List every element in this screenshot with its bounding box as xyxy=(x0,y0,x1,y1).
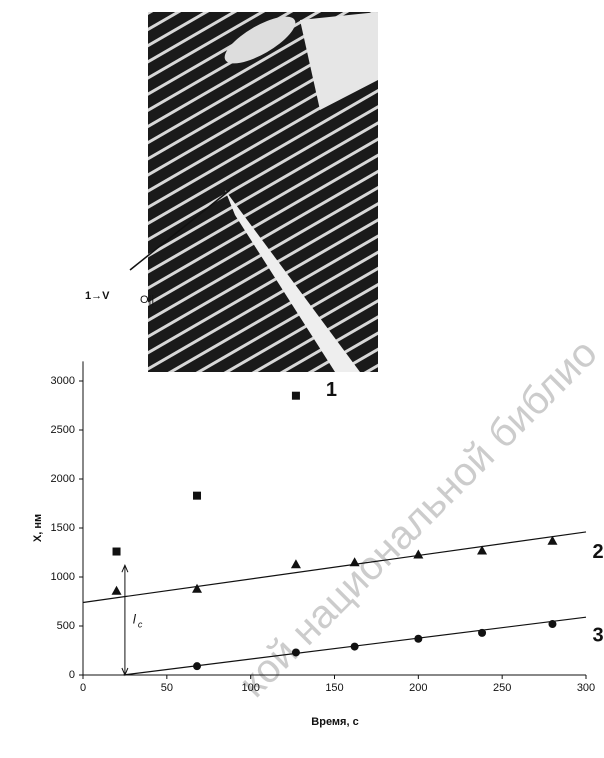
point xyxy=(291,648,300,657)
x-tick-label: 200 xyxy=(409,682,427,694)
y-tick-label: 1000 xyxy=(51,571,75,583)
series-label: 1 xyxy=(326,379,337,401)
x-tick-label: 250 xyxy=(493,682,511,694)
x-tick-label: 50 xyxy=(161,682,173,694)
point xyxy=(193,491,202,500)
point xyxy=(193,662,202,671)
point xyxy=(548,620,557,629)
arrow-head xyxy=(121,563,129,677)
y-tick-label: 2000 xyxy=(51,473,75,485)
y-tick-label: 500 xyxy=(57,620,75,632)
point xyxy=(111,585,122,595)
y-tick-label: 2500 xyxy=(51,424,75,436)
micrograph xyxy=(129,12,378,372)
point xyxy=(414,634,423,643)
image-label: 1→V xyxy=(85,290,110,302)
x-tick-label: 100 xyxy=(241,682,259,694)
series-label: 3 xyxy=(592,624,603,646)
x-tick-label: 150 xyxy=(325,682,343,694)
point xyxy=(291,391,300,400)
fit-line xyxy=(82,531,587,604)
x-axis-label: Время, c xyxy=(311,716,358,728)
series-label: 2 xyxy=(592,541,603,563)
point xyxy=(112,547,121,556)
annotation-label: l xyxy=(133,612,137,627)
y-tick-label: 0 xyxy=(69,669,75,681)
watermark: кой национальной библио xyxy=(231,331,604,706)
point xyxy=(478,628,487,637)
x-tick-label: 300 xyxy=(577,682,595,694)
point xyxy=(349,557,360,567)
image-label-sub: O|| xyxy=(140,294,154,306)
y-axis-label: X, нм xyxy=(32,514,44,542)
point xyxy=(290,559,301,569)
point xyxy=(547,535,558,545)
y-tick-label: 3000 xyxy=(51,375,75,387)
point xyxy=(350,642,359,651)
annotation-sub: c xyxy=(138,619,143,629)
y-tick-label: 1500 xyxy=(51,522,75,534)
x-tick-label: 0 xyxy=(80,682,86,694)
point xyxy=(477,545,488,555)
point xyxy=(413,549,424,559)
point xyxy=(192,583,203,593)
